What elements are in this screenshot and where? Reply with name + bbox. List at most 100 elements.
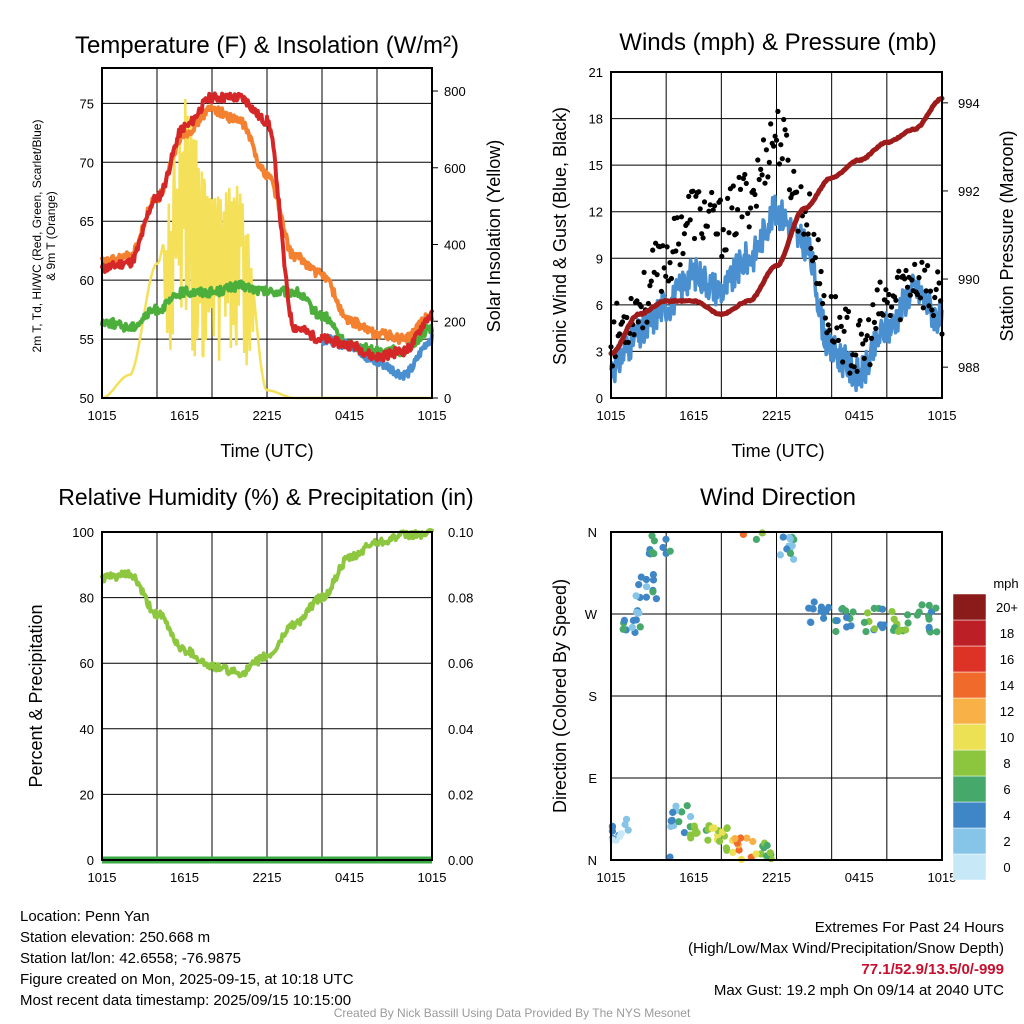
temperature-xlabel: Time (UTC) [220, 441, 313, 461]
direction-point [790, 555, 798, 563]
direction-point [633, 608, 641, 616]
winds-gust-point [894, 274, 901, 280]
direction-point [752, 850, 760, 858]
humidity-ytick-label: 60 [80, 656, 94, 671]
temperature-ytick-label: 70 [80, 155, 94, 170]
winds-gust-point [768, 121, 774, 127]
humidity-y2tick-label: 0.10 [448, 525, 473, 540]
winds-gust-point [874, 287, 880, 293]
winds-gust-point [725, 195, 731, 201]
temperature-ytick-label: 65 [80, 214, 94, 229]
winds-gust-point [857, 317, 863, 324]
direction-point [642, 593, 651, 601]
direction-point [843, 613, 851, 622]
humidity-ytick-label: 80 [80, 591, 94, 606]
direction-point [666, 547, 674, 555]
direction-point [915, 608, 923, 616]
winds-gust-point [851, 364, 857, 370]
direction-point [668, 816, 676, 824]
direction-point [622, 815, 631, 823]
humidity-ytick-label: 20 [80, 787, 94, 802]
direction-point [933, 628, 941, 636]
winds-gust-point [837, 314, 843, 320]
temperature-y2tick-label: 600 [444, 161, 466, 176]
winds-gust-point [676, 241, 682, 247]
extremes-title: Extremes For Past 24 Hours [814, 919, 1004, 936]
humidity-y2tick-label: 0.06 [448, 656, 473, 671]
winds-gust-point [776, 161, 783, 167]
winds-xtick-label: 1015 [597, 408, 626, 423]
winds-gust-point [667, 260, 673, 266]
winds-gust-point [812, 255, 819, 261]
direction-point [649, 571, 658, 579]
winds-gust-point [739, 214, 745, 220]
direction-ytick-label: N [588, 525, 597, 540]
winds-xtick-label: 1015 [928, 408, 957, 423]
winds-gust-point [779, 156, 785, 162]
winds-gust-point [775, 108, 781, 114]
winds-gust-point [723, 247, 729, 253]
colorbar-swatch [952, 671, 987, 699]
direction-point [894, 627, 903, 636]
direction-point [902, 626, 910, 634]
winds-gust-point [740, 175, 747, 182]
winds-gust-point [617, 331, 623, 337]
direction-point [637, 573, 645, 581]
extremes-values: 77.1/52.9/13.5/0/-999 [861, 961, 1004, 978]
direction-point [636, 623, 644, 631]
winds-gust-point [884, 299, 890, 305]
winds-gust-point [760, 137, 767, 143]
direction-point [632, 616, 640, 624]
direction-point [723, 824, 731, 833]
colorbar-swatch [952, 775, 987, 803]
direction-panel-title: Wind Direction [700, 484, 856, 511]
winds-gust-point [927, 288, 934, 294]
winds-gust-point [773, 137, 780, 143]
humidity-ytick-label: 0 [87, 853, 94, 868]
direction-point [708, 824, 716, 832]
direction-point [766, 849, 774, 857]
winds-gust-point [712, 203, 718, 209]
extremes-subtitle: (High/Low/Max Wind/Precipitation/Snow De… [688, 940, 1004, 957]
colorbar-swatch [952, 645, 987, 673]
winds-gust-point [674, 215, 680, 221]
colorbar-swatch [952, 593, 987, 621]
humidity-ylabel-left: Percent & Precipitation [26, 604, 46, 787]
winds-gust-point [644, 319, 650, 325]
winds-gust-point [681, 231, 688, 237]
direction-point [678, 808, 686, 816]
winds-gust-point [720, 227, 726, 233]
temperature-ytick-label: 60 [80, 273, 94, 288]
direction-point [723, 846, 731, 854]
temperature-ylabel-left-1: 2m T, Td, HI/WC (Red, Green, Scarlet/Blu… [30, 120, 44, 353]
winds-gust-point [838, 323, 844, 329]
direction-point [776, 551, 785, 559]
winds-gust-point [699, 231, 705, 237]
colorbar-swatch [952, 723, 987, 751]
winds-gust-point [889, 304, 895, 310]
direction-point [628, 623, 636, 632]
direction-point [810, 598, 818, 606]
direction-point [786, 535, 794, 543]
winds-gust-point [650, 247, 656, 253]
direction-point [659, 543, 667, 552]
temperature-xtick-label: 1015 [88, 408, 117, 423]
colorbar-label: 6 [1003, 782, 1010, 797]
winds-gust-point [804, 222, 810, 228]
figure-created: Figure created on Mon, 2025-09-15, at 10… [20, 971, 354, 988]
humidity-xtick-label: 1015 [88, 870, 117, 885]
winds-series-sonic-wind [609, 194, 944, 393]
direction-point [888, 608, 896, 616]
winds-gust-point [822, 315, 829, 321]
winds-gust-point [871, 319, 878, 325]
direction-point [925, 623, 933, 632]
humidity-xtick-label: 1615 [170, 870, 199, 885]
winds-gust-point [919, 259, 925, 265]
direction-point [878, 624, 887, 632]
winds-gust-point [828, 293, 834, 300]
winds-gust-point [825, 322, 831, 328]
direction-point [825, 603, 833, 612]
direction-point [666, 853, 674, 861]
direction-point [820, 614, 828, 622]
winds-gust-point [758, 166, 764, 172]
